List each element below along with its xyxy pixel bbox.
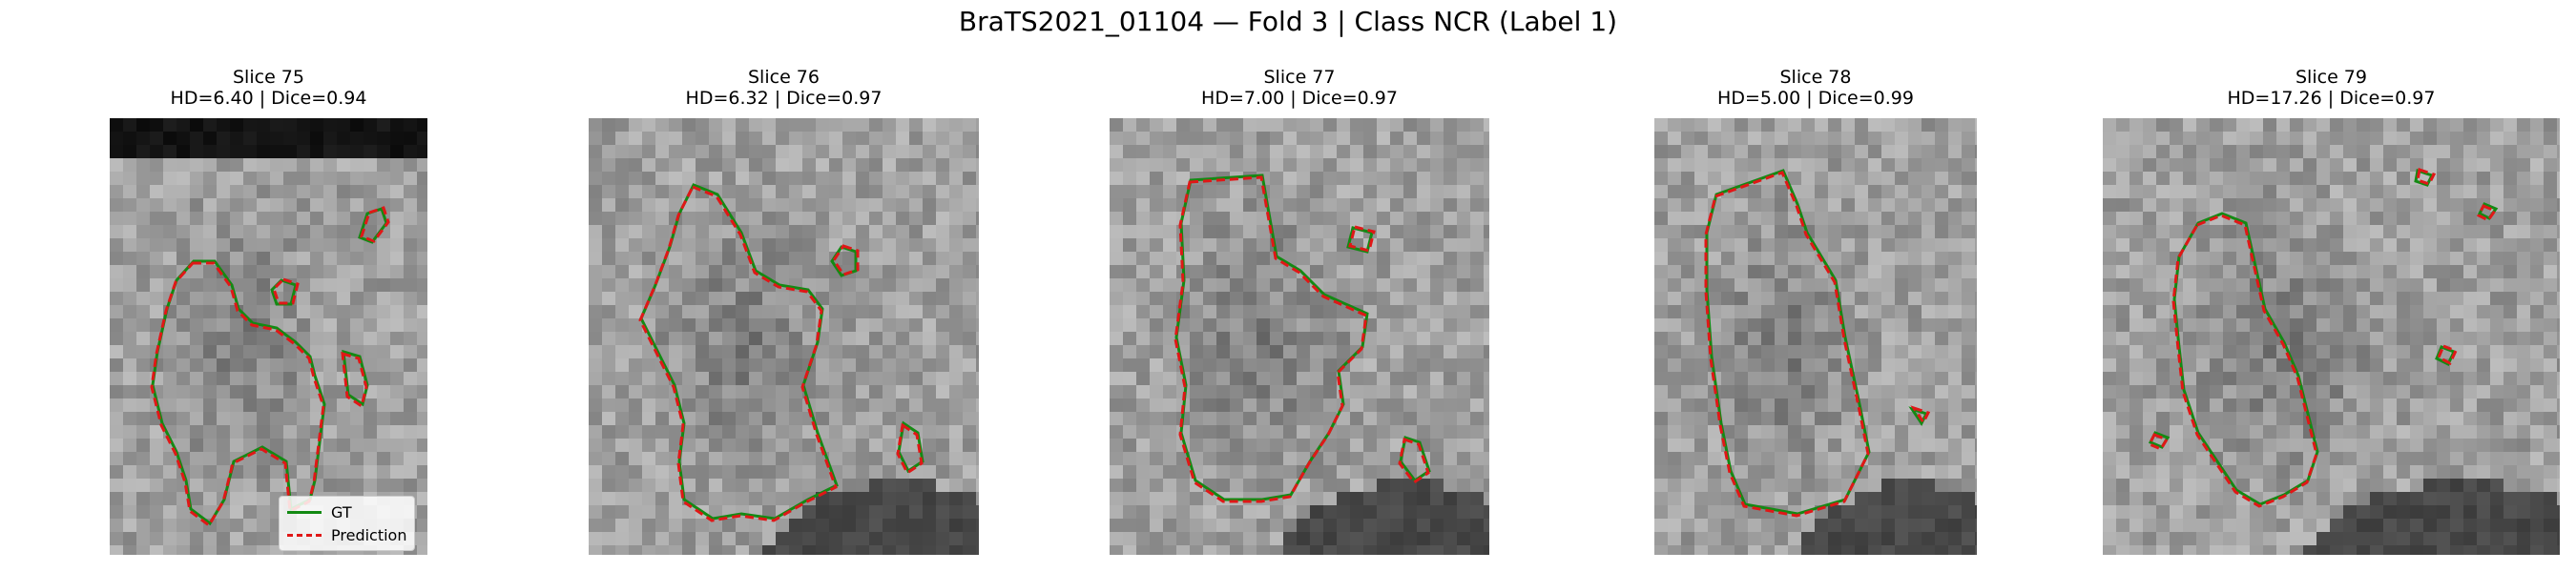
prediction-contour-small (360, 206, 390, 243)
gt-line-icon (287, 510, 322, 514)
panel-metrics: HD=6.32 | Dice=0.97 (685, 88, 883, 109)
prediction-contour (638, 185, 838, 522)
mri-slice-image (2103, 118, 2560, 555)
mri-slice-image (110, 118, 427, 555)
prediction-contour (1174, 175, 1368, 503)
prediction-contour-small (1910, 405, 1931, 425)
legend-item-gt: GT (287, 500, 406, 523)
prediction-contour-small (832, 244, 860, 276)
panel-metrics: HD=17.26 | Dice=0.97 (2227, 88, 2436, 109)
legend-gt-label: GT (331, 502, 352, 521)
mri-slice-image (1110, 118, 1489, 555)
legend: GT Prediction (279, 496, 416, 551)
panel-slice-label: Slice 77 (1263, 67, 1336, 88)
prediction-contour-small (341, 351, 368, 409)
mri-slice-image (589, 118, 979, 555)
gt-contour-small (1908, 406, 1929, 426)
panel-slice-label: Slice 75 (233, 67, 304, 88)
prediction-contour-small (2476, 204, 2498, 222)
panel-slice-label: Slice 76 (748, 67, 820, 88)
legend-prediction-label: Prediction (331, 525, 407, 544)
prediction-dashed-line-icon (287, 533, 322, 537)
legend-item-prediction: Prediction (287, 523, 406, 546)
prediction-contour-small (2437, 344, 2459, 366)
mri-slice-image (1654, 118, 1977, 555)
prediction-contour-small (272, 277, 300, 305)
gt-contour-small (2414, 169, 2435, 187)
prediction-contour (1704, 171, 1870, 518)
prediction-contour-small (1398, 438, 1430, 485)
panel-slice-label: Slice 79 (2296, 67, 2367, 88)
panel-metrics: HD=7.00 | Dice=0.97 (1201, 88, 1398, 109)
prediction-contour (2171, 214, 2318, 508)
panel-slice-label: Slice 78 (1779, 67, 1852, 88)
panel-metrics: HD=5.00 | Dice=0.99 (1717, 88, 1914, 109)
gt-contour-small (1399, 436, 1431, 483)
gt-contour-small (897, 420, 924, 474)
panel-metrics: HD=6.40 | Dice=0.94 (170, 88, 367, 109)
prediction-contour (150, 261, 325, 528)
figure-title: BraTS2021_01104 — Fold 3 | Class NCR (La… (958, 6, 1618, 37)
prediction-contour-small (896, 422, 924, 476)
prediction-contour-small (2147, 433, 2170, 451)
prediction-contour-small (2416, 168, 2437, 186)
